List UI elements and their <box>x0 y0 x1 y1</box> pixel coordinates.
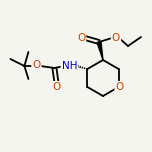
Text: O: O <box>116 82 124 92</box>
Text: O: O <box>52 82 60 92</box>
Text: O: O <box>77 33 85 43</box>
Text: O: O <box>112 33 120 43</box>
Text: NH: NH <box>62 61 77 71</box>
Polygon shape <box>97 41 103 60</box>
Text: O: O <box>32 60 41 70</box>
